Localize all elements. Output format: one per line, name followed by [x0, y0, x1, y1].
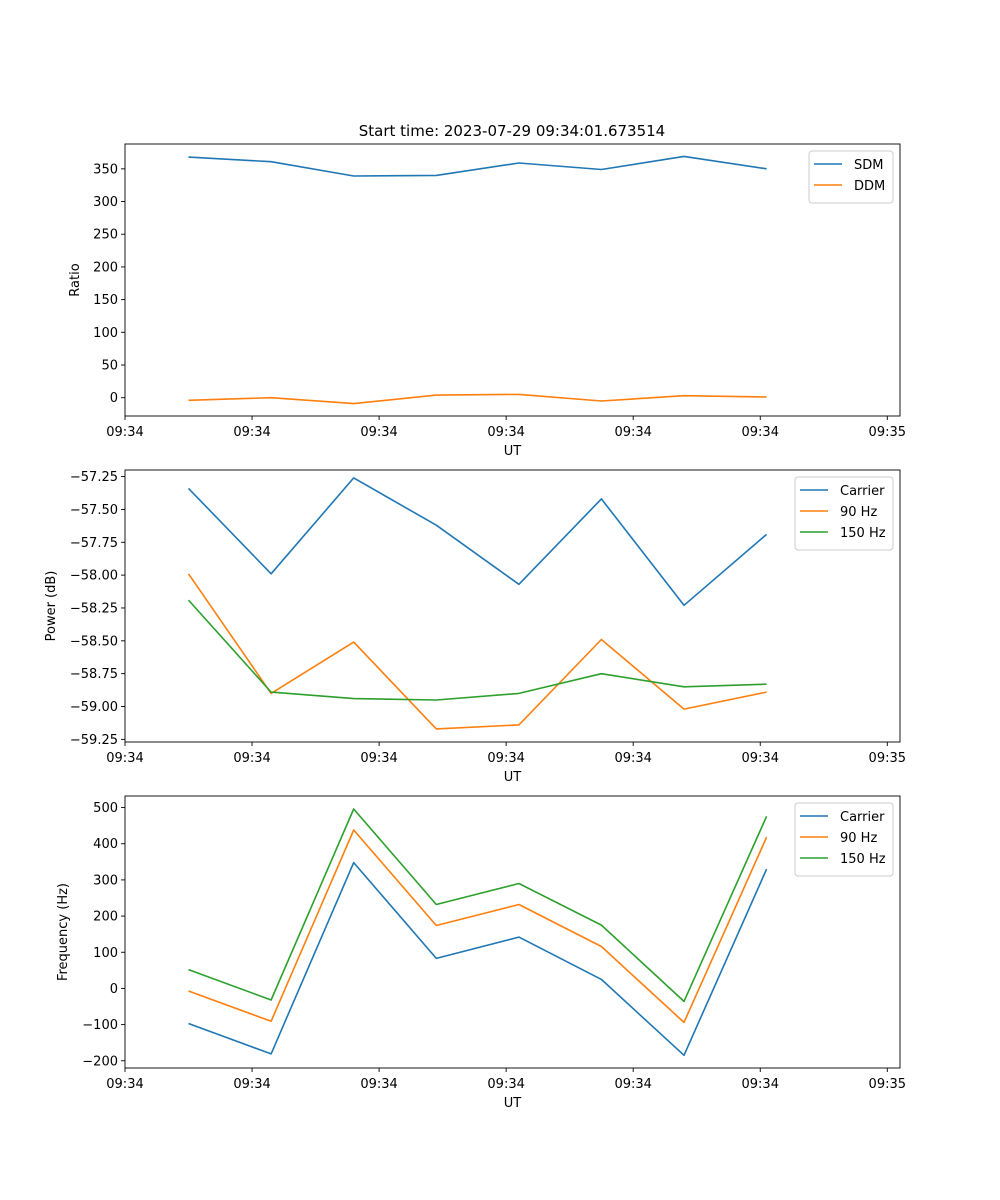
y-tick-label: 0 — [110, 391, 118, 406]
legend-label-90-hz: 90 Hz — [840, 505, 877, 520]
x-tick-label: 09:34 — [106, 425, 143, 440]
y-tick-label: 100 — [93, 946, 118, 961]
legend: Carrier 90 Hz 150 Hz — [794, 802, 894, 877]
legend-label-ddm: DDM — [854, 179, 885, 194]
x-tick-label: 09:34 — [233, 1077, 270, 1092]
legend-label-150-hz: 150 Hz — [840, 852, 886, 867]
x-tick-label: 09:34 — [487, 425, 524, 440]
x-tick-label: 09:34 — [614, 1077, 651, 1092]
x-tick-label: 09:34 — [742, 751, 779, 766]
y-tick-label: −57.75 — [70, 536, 118, 551]
x-tick-label: 09:34 — [742, 425, 779, 440]
y-tick-label: 200 — [93, 260, 118, 275]
x-axis-label: UT — [504, 770, 522, 785]
x-tick-label: 09:34 — [106, 1077, 143, 1092]
series-line-150-hz — [188, 808, 768, 1003]
series-line-sdm — [188, 155, 767, 177]
series-line-carrier — [187, 477, 768, 607]
y-tick-label: −57.25 — [70, 470, 118, 485]
x-tick-label: 09:35 — [869, 425, 906, 440]
chart-panel-3: 09:34 09:34 09:34 09:34 09:34 09:34 09:35 −200 −… — [56, 795, 906, 1111]
y-tick-label: −58.00 — [70, 569, 118, 584]
y-tick-label: −58.25 — [70, 601, 118, 616]
y-tick-label: 400 — [93, 837, 118, 852]
y-tick-label: −58.50 — [70, 634, 118, 649]
y-tick-label: −200 — [82, 1054, 118, 1069]
y-tick-label: 350 — [93, 162, 118, 177]
y-tick-label: 100 — [93, 326, 118, 341]
y-tick-label: −59.25 — [70, 733, 118, 748]
legend: Carrier 90 Hz 150 Hz — [794, 476, 894, 551]
x-tick-label: 09:34 — [360, 1077, 397, 1092]
axes-frame — [124, 795, 901, 1069]
figure-title: Start time: 2023-07-29 09:34:01.673514 — [359, 122, 665, 140]
y-tick-label: 500 — [93, 801, 118, 816]
axes-frame — [124, 143, 901, 417]
legend-label-90-hz: 90 Hz — [840, 831, 877, 846]
y-tick-label: 300 — [93, 195, 118, 210]
legend-label-sdm: SDM — [854, 158, 883, 173]
legend-label-150-hz: 150 Hz — [840, 526, 886, 541]
x-tick-label: 09:34 — [487, 751, 524, 766]
y-tick-label: 150 — [93, 293, 118, 308]
x-tick-label: 09:34 — [487, 1077, 524, 1092]
x-tick-label: 09:34 — [742, 1077, 779, 1092]
legend-label-carrier: Carrier — [840, 810, 885, 825]
legend-label-carrier: Carrier — [840, 484, 885, 499]
chart-panel-1: 09:34 09:34 09:34 09:34 09:34 09:34 09:35 0 50 10… — [68, 143, 906, 459]
series-line-90-hz — [188, 829, 768, 1024]
x-tick-label: 09:34 — [106, 751, 143, 766]
y-tick-label: 300 — [93, 873, 118, 888]
y-tick-label: 50 — [101, 359, 118, 374]
series-line-150-hz — [187, 599, 767, 701]
y-tick-label: 200 — [93, 910, 118, 925]
x-tick-label: 09:34 — [614, 751, 651, 766]
x-tick-label: 09:35 — [869, 751, 906, 766]
y-tick-label: −100 — [82, 1018, 118, 1033]
axes-frame — [124, 469, 901, 743]
x-tick-label: 09:34 — [360, 751, 397, 766]
x-tick-label: 09:34 — [233, 751, 270, 766]
y-tick-label: −57.50 — [70, 503, 118, 518]
x-tick-label: 09:34 — [233, 425, 270, 440]
series-line-carrier — [188, 861, 768, 1057]
series-line-ddm — [188, 393, 767, 405]
y-axis-label: Power (dB) — [44, 571, 59, 642]
legend: SDM DDM — [808, 150, 894, 204]
x-tick-label: 09:34 — [360, 425, 397, 440]
panels: 09:34 09:34 09:34 09:34 09:34 09:34 09:35 0 50 10… — [44, 143, 906, 1111]
x-tick-label: 09:34 — [614, 425, 651, 440]
y-tick-label: 250 — [93, 228, 118, 243]
y-tick-label: 0 — [110, 982, 118, 997]
y-tick-label: −58.75 — [70, 667, 118, 682]
series-line-90-hz — [187, 573, 767, 730]
y-axis-label: Frequency (Hz) — [56, 883, 71, 981]
y-tick-label: −59.00 — [70, 700, 118, 715]
y-axis-label: Ratio — [68, 263, 83, 296]
x-axis-label: UT — [504, 444, 522, 459]
x-tick-label: 09:35 — [869, 1077, 906, 1092]
x-axis-label: UT — [504, 1096, 522, 1111]
chart-panel-2: 09:34 09:34 09:34 09:34 09:34 09:34 09:35 −59.2… — [44, 469, 906, 785]
